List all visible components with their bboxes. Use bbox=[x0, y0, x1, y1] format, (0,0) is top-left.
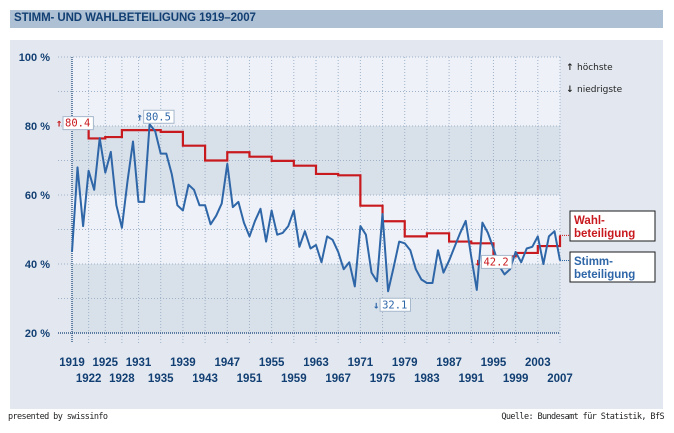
series-layer bbox=[71, 123, 562, 293]
y-tick-label: 40 % bbox=[25, 259, 50, 271]
annotation-value: 80.5 bbox=[146, 111, 171, 123]
x-tick-label: 1935 bbox=[148, 373, 174, 385]
footer-credit: presented by swissinfo bbox=[8, 412, 108, 422]
x-tick-label: 1995 bbox=[481, 357, 507, 369]
series-label-box bbox=[569, 210, 656, 242]
series-label-box bbox=[569, 251, 656, 283]
x-tick-label: 1967 bbox=[325, 373, 351, 385]
legend-layer: ↑ höchste↓ niedrigsteWahl-beteiligungStimm… bbox=[560, 63, 656, 283]
x-axis-ticks: 1919 1925 1931 1939 1947 1955 1963 1971 1979 1987… bbox=[59, 357, 573, 385]
arrow-up-icon: ↑ bbox=[137, 111, 143, 123]
annotation-value: 80.4 bbox=[65, 118, 90, 130]
x-tick-label: 1983 bbox=[414, 373, 440, 385]
y-tick-label: 80 % bbox=[25, 121, 50, 133]
annotation-value: 32.1 bbox=[382, 299, 407, 311]
arrow-down-icon: ↓ bbox=[373, 299, 379, 311]
legend-highest-label: höchste bbox=[577, 63, 613, 73]
x-tick-label: 1931 bbox=[126, 357, 152, 369]
footer-source: Quelle: Bundesamt für Statistik, BfS bbox=[501, 412, 664, 422]
x-tick-label: 1975 bbox=[370, 373, 396, 385]
series-label-line2: beteiligung bbox=[574, 269, 635, 281]
x-tick-label: 2007 bbox=[547, 373, 573, 385]
title-bar: STIMM- UND WAHLBETEILIGUNG 1919–2007 bbox=[10, 10, 663, 28]
y-tick-label: 20 % bbox=[25, 328, 50, 340]
x-tick-label: 1922 bbox=[76, 373, 102, 385]
x-tick-label: 1947 bbox=[214, 357, 240, 369]
x-tick-label: 1979 bbox=[392, 357, 418, 369]
x-tick-label: 1943 bbox=[192, 373, 218, 385]
y-axis-ticks: 20 % 40 % 60 % 80 % 100 % bbox=[19, 52, 50, 340]
x-tick-label: 1991 bbox=[458, 373, 484, 385]
y-tick-label: 60 % bbox=[25, 190, 50, 202]
series-label-line2: beteiligung bbox=[574, 228, 635, 240]
arrow-up-icon: ↑ bbox=[566, 63, 574, 73]
arrow-down-icon: ↓ bbox=[566, 85, 574, 95]
x-tick-label: 1951 bbox=[237, 373, 263, 385]
x-tick-label: 1963 bbox=[303, 357, 329, 369]
arrow-up-icon: ↑ bbox=[56, 118, 62, 130]
annotation-box bbox=[62, 116, 94, 131]
series-label-line1: Stimm- bbox=[574, 256, 613, 268]
annotation-box bbox=[379, 297, 411, 312]
x-tick-label: 1939 bbox=[170, 357, 196, 369]
x-tick-label: 1925 bbox=[92, 357, 118, 369]
x-tick-label: 1955 bbox=[259, 357, 285, 369]
x-tick-label: 1987 bbox=[436, 357, 462, 369]
x-tick-label: 1999 bbox=[503, 373, 529, 385]
annotation-box bbox=[480, 254, 513, 269]
arrow-down-icon: ↓ bbox=[474, 256, 480, 268]
annotation-value: 42.2 bbox=[483, 256, 508, 268]
series-label-line1: Wahl- bbox=[574, 215, 605, 227]
chart-title: STIMM- UND WAHLBETEILIGUNG 1919–2007 bbox=[14, 12, 256, 24]
x-tick-label: 1971 bbox=[348, 357, 374, 369]
legend-lowest-label: niedrigste bbox=[577, 85, 623, 95]
x-tick-label: 1928 bbox=[109, 373, 135, 385]
x-tick-label: 2003 bbox=[525, 357, 551, 369]
x-tick-label: 1919 bbox=[59, 357, 85, 369]
annotation-box bbox=[143, 109, 175, 124]
x-tick-label: 1959 bbox=[281, 373, 307, 385]
annotations-layer: 80.4↑42.2↓80.5↑32.1↓ bbox=[56, 109, 513, 312]
y-tick-label: 100 % bbox=[19, 52, 50, 64]
